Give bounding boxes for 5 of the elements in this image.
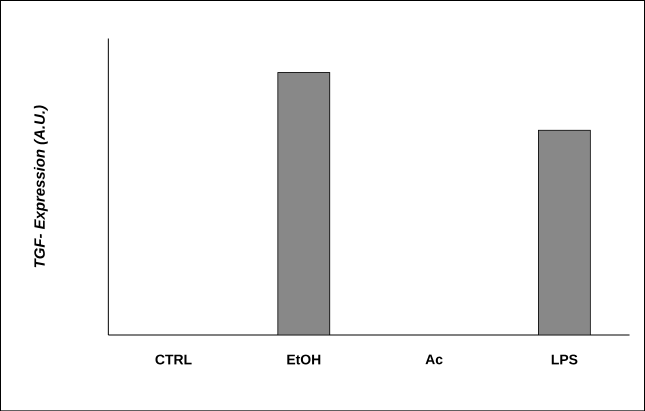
x-tick-label: CTRL — [156, 354, 192, 364]
x-tick-label: LPS — [552, 354, 578, 364]
x-tick-label: Ac — [426, 354, 443, 364]
x-tick-label: EtOH — [287, 354, 320, 364]
y-axis-title: TGF- Expression (A.U.) — [34, 105, 48, 268]
